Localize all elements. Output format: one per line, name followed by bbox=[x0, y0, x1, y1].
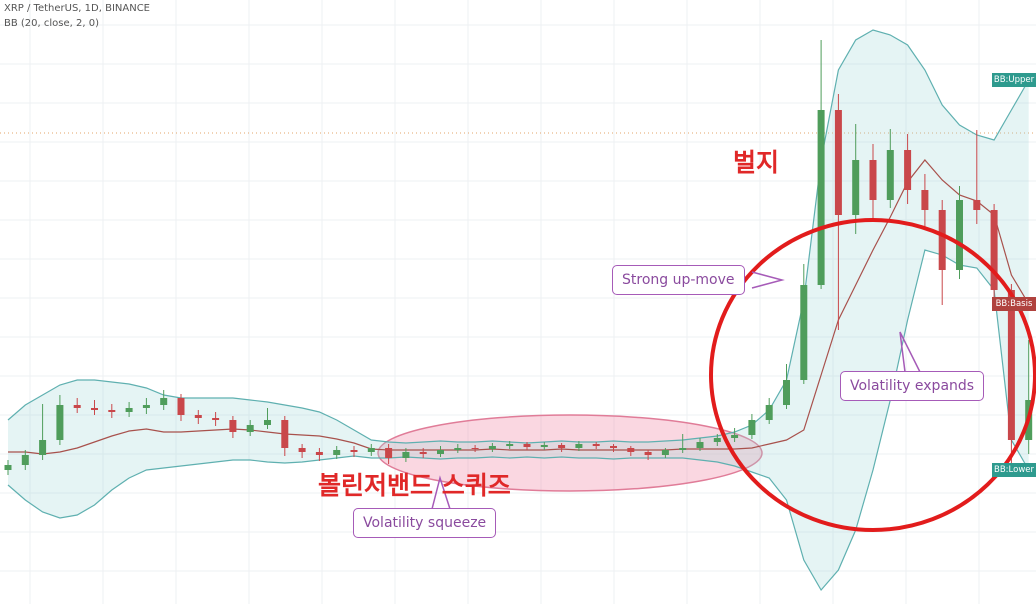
squeeze-note: Volatility squeeze bbox=[353, 508, 497, 538]
candle-body bbox=[869, 160, 877, 200]
candle-body bbox=[437, 450, 444, 454]
candle-body bbox=[39, 440, 47, 455]
candle-body bbox=[834, 110, 842, 215]
candle-body bbox=[194, 415, 202, 418]
candle-body bbox=[108, 410, 116, 412]
lower-band-tag: BB:Lower bbox=[992, 463, 1036, 477]
candle-body bbox=[558, 445, 566, 448]
candle-body bbox=[852, 160, 860, 215]
candle-body bbox=[246, 425, 254, 432]
candle-body bbox=[523, 444, 531, 447]
candle-body bbox=[990, 210, 998, 290]
candle-body bbox=[125, 408, 133, 412]
candle-body bbox=[229, 420, 237, 432]
candle-body bbox=[817, 110, 825, 285]
candle-body bbox=[4, 465, 12, 470]
candle-body bbox=[713, 438, 721, 442]
basis-band-tag: BB:Basis bbox=[992, 297, 1036, 311]
candle-body bbox=[281, 420, 289, 448]
indicator-subtitle: BB (20, close, 2, 0) bbox=[4, 18, 99, 29]
candle-body bbox=[298, 448, 306, 452]
bulge-label: 벌지 bbox=[733, 148, 780, 177]
candle-body bbox=[315, 452, 323, 455]
candle-body bbox=[419, 452, 427, 454]
strong-up-note: Strong up-move bbox=[612, 265, 745, 295]
candle-body bbox=[765, 405, 773, 420]
candle-body bbox=[471, 448, 479, 449]
candle-body bbox=[731, 435, 739, 438]
candle-body bbox=[177, 398, 185, 415]
candle-body bbox=[783, 380, 790, 405]
candle-body bbox=[575, 444, 583, 448]
candle-body bbox=[1007, 290, 1015, 440]
candle-body bbox=[350, 450, 358, 452]
candle-body bbox=[973, 200, 981, 210]
candle-body bbox=[696, 442, 704, 448]
candle-body bbox=[800, 285, 808, 380]
chart-title: XRP / TetherUS, 1D, BINANCE bbox=[4, 3, 150, 14]
basis-band-line bbox=[8, 159, 1030, 455]
upper-band-tag: BB:Upper bbox=[992, 73, 1036, 87]
expansion-circle bbox=[709, 218, 1036, 532]
callout-pointer bbox=[751, 271, 785, 289]
candle-body bbox=[921, 190, 929, 210]
candle-body bbox=[56, 405, 64, 440]
candle-body bbox=[385, 448, 393, 458]
candle-body bbox=[488, 446, 496, 449]
candle-body bbox=[592, 444, 600, 446]
candle-body bbox=[540, 445, 548, 447]
candle-body bbox=[627, 448, 635, 452]
candle-body bbox=[212, 418, 220, 420]
candle-body bbox=[264, 420, 271, 425]
candle-body bbox=[661, 450, 669, 455]
candle-body bbox=[402, 452, 410, 458]
candle-body bbox=[956, 200, 963, 270]
candle-body bbox=[160, 398, 168, 405]
candle-body bbox=[938, 210, 946, 270]
lower-band-line bbox=[7, 249, 1030, 592]
squeeze-highlight bbox=[377, 414, 763, 492]
candle-body bbox=[506, 444, 514, 446]
candle-body bbox=[142, 405, 150, 408]
band-fill bbox=[8, 30, 1029, 590]
expands-note: Volatility expands bbox=[840, 371, 985, 401]
candle-body bbox=[367, 448, 375, 452]
candle-body bbox=[610, 446, 617, 448]
candle-body bbox=[748, 420, 756, 435]
candle-body bbox=[644, 452, 652, 455]
candle-body bbox=[886, 150, 894, 200]
candle-body bbox=[679, 448, 687, 450]
candle-body bbox=[21, 455, 29, 465]
upper-band-line bbox=[7, 29, 1030, 444]
callout-pointer bbox=[431, 475, 451, 510]
callout-pointer bbox=[899, 331, 921, 373]
candle-body bbox=[73, 405, 81, 408]
candle-body bbox=[333, 450, 341, 455]
candle-body bbox=[904, 150, 912, 190]
squeeze-korean-label: 볼린저밴드 스퀴즈 bbox=[318, 471, 511, 500]
candle-body bbox=[91, 408, 98, 410]
candle-body bbox=[454, 448, 462, 450]
